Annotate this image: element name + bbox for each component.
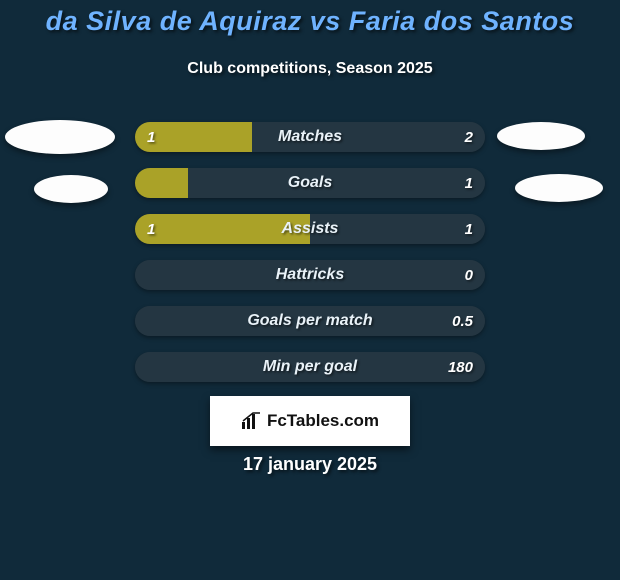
stat-row: 11Assists — [135, 214, 485, 244]
stat-value-right: 1 — [465, 168, 473, 198]
date-text: 17 january 2025 — [0, 454, 620, 475]
subtitle: Club competitions, Season 2025 — [0, 60, 620, 78]
stat-value-right: 0 — [465, 260, 473, 290]
player-photo-placeholder — [5, 120, 115, 154]
stat-seg-right — [135, 352, 485, 382]
stat-value-right: 0.5 — [452, 306, 473, 336]
stat-value-right: 180 — [448, 352, 473, 382]
stat-row: 1Goals — [135, 168, 485, 198]
stat-seg-left — [135, 214, 310, 244]
player-photo-placeholder — [497, 122, 585, 150]
stat-seg-right — [188, 168, 486, 198]
source-logo-text: FcTables.com — [267, 411, 379, 431]
source-logo-badge: FcTables.com — [210, 396, 410, 446]
stat-seg-right — [252, 122, 485, 152]
comparison-card: da Silva de Aquiraz vs Faria dos Santos … — [0, 0, 620, 580]
stat-row: 0.5Goals per match — [135, 306, 485, 336]
stat-row: 0Hattricks — [135, 260, 485, 290]
player-photo-placeholder — [34, 175, 108, 203]
chart-icon — [241, 412, 263, 430]
stat-value-right: 2 — [465, 122, 473, 152]
stat-seg-left — [135, 168, 188, 198]
stat-row: 12Matches — [135, 122, 485, 152]
stat-value-left: 1 — [147, 122, 155, 152]
stat-seg-right — [310, 214, 485, 244]
stat-value-right: 1 — [465, 214, 473, 244]
stat-seg-right — [135, 260, 485, 290]
stat-seg-right — [135, 306, 485, 336]
player-photo-placeholder — [515, 174, 603, 202]
stat-row: 180Min per goal — [135, 352, 485, 382]
stat-bars: 12Matches1Goals11Assists0Hattricks0.5Goa… — [135, 122, 485, 398]
stat-value-left: 1 — [147, 214, 155, 244]
page-title: da Silva de Aquiraz vs Faria dos Santos — [0, 6, 620, 37]
